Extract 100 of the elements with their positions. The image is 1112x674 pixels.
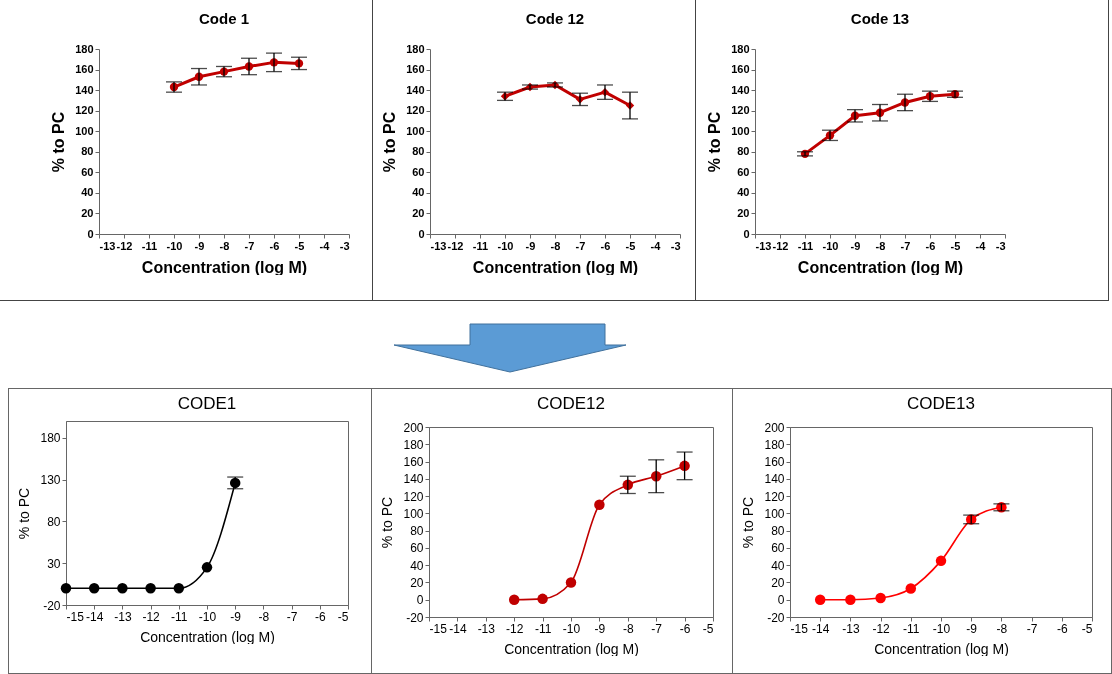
y-tick-label: 200 bbox=[764, 420, 785, 435]
y-tick-label: -20 bbox=[406, 610, 424, 625]
y-tick-label: 80 bbox=[412, 145, 425, 158]
y-tick-label: 20 bbox=[737, 206, 750, 219]
x-tick-label: -12 bbox=[116, 239, 133, 252]
chart-title: Code 12 bbox=[525, 10, 585, 27]
x-tick-label: -10 bbox=[198, 609, 217, 624]
y-tick-label: 160 bbox=[731, 63, 750, 76]
x-tick-label: -10 bbox=[822, 239, 839, 252]
x-tick-label: -4 bbox=[975, 239, 987, 252]
x-tick-label: -3 bbox=[339, 239, 350, 252]
y-tick-label: 0 bbox=[416, 593, 424, 608]
x-tick-label: -10 bbox=[562, 621, 581, 636]
x-tick-label: -9 bbox=[194, 239, 205, 252]
y-tick-label: 180 bbox=[40, 431, 61, 446]
x-tick-label: -14 bbox=[449, 621, 467, 636]
x-tick-label: -14 bbox=[86, 609, 104, 624]
x-tick-label: -13 bbox=[477, 621, 496, 636]
y-tick-label: 100 bbox=[731, 124, 750, 137]
x-tick-label: -5 bbox=[702, 621, 714, 636]
y-tick-label: 100 bbox=[75, 124, 94, 137]
x-tick-label: -7 bbox=[286, 609, 298, 624]
x-tick-label: -12 bbox=[447, 239, 464, 252]
y-tick-label: 140 bbox=[731, 83, 750, 96]
y-tick-label: 0 bbox=[777, 593, 785, 608]
x-tick-label: -8 bbox=[996, 621, 1008, 636]
y-axis-title: % to PC bbox=[16, 487, 33, 540]
x-tick-label: -13 bbox=[755, 239, 772, 252]
y-tick-label: 120 bbox=[406, 104, 425, 117]
x-tick-label: -11 bbox=[797, 239, 814, 252]
x-tick-label: -5 bbox=[337, 609, 349, 624]
y-tick-label: 80 bbox=[47, 514, 61, 529]
x-tick-label: -12 bbox=[772, 239, 789, 252]
y-tick-label: 60 bbox=[737, 165, 750, 178]
y-tick-label: 60 bbox=[410, 541, 424, 556]
x-tick-label: -15 bbox=[790, 621, 809, 636]
x-tick-label: -6 bbox=[1056, 621, 1068, 636]
x-tick-label: -9 bbox=[594, 621, 606, 636]
y-tick-label: 0 bbox=[418, 227, 425, 240]
x-tick-label: -8 bbox=[622, 621, 634, 636]
x-tick-label: -7 bbox=[1026, 621, 1038, 636]
y-tick-label: 100 bbox=[406, 124, 425, 137]
y-tick-label: 180 bbox=[406, 42, 425, 55]
x-tick-label: -11 bbox=[141, 239, 158, 252]
x-axis-title: Concentration (log M) bbox=[472, 258, 639, 276]
x-tick-label: -4 bbox=[650, 239, 662, 252]
x-tick-label: -13 bbox=[99, 239, 116, 252]
y-tick-label: 120 bbox=[75, 104, 94, 117]
y-tick-label: 130 bbox=[40, 473, 61, 488]
y-tick-label: 20 bbox=[771, 575, 785, 590]
y-tick-label: 40 bbox=[81, 186, 94, 199]
y-tick-label: 80 bbox=[771, 524, 785, 539]
y-tick-label: 180 bbox=[403, 437, 424, 452]
x-tick-label: -13 bbox=[430, 239, 447, 252]
y-tick-label: -20 bbox=[767, 610, 785, 625]
x-tick-label: -5 bbox=[1081, 621, 1093, 636]
y-tick-label: 180 bbox=[764, 437, 785, 452]
y-tick-label: 60 bbox=[412, 165, 425, 178]
y-tick-label: 160 bbox=[403, 455, 424, 470]
y-tick-label: 120 bbox=[764, 489, 785, 504]
y-tick-label: -20 bbox=[43, 598, 61, 613]
x-tick-label: -4 bbox=[319, 239, 331, 252]
x-tick-label: -13 bbox=[842, 621, 860, 636]
x-tick-label: -9 bbox=[525, 239, 536, 252]
y-tick-label: 160 bbox=[75, 63, 94, 76]
x-tick-label: -6 bbox=[679, 621, 691, 636]
x-tick-label: -10 bbox=[166, 239, 183, 252]
chart-title: Code 1 bbox=[198, 10, 250, 27]
x-tick-label: -10 bbox=[497, 239, 514, 252]
x-axis-title: Concentration (log M) bbox=[141, 258, 308, 276]
x-tick-label: -6 bbox=[600, 239, 611, 252]
y-tick-label: 80 bbox=[81, 145, 94, 158]
y-tick-label: 120 bbox=[403, 489, 424, 504]
y-axis-title: % to PC bbox=[706, 111, 724, 173]
chart-title: CODE13 bbox=[906, 394, 976, 413]
x-tick-label: -9 bbox=[230, 609, 242, 624]
x-axis-title: Concentration (log M) bbox=[874, 640, 1009, 657]
x-tick-label: -8 bbox=[875, 239, 886, 252]
x-tick-label: -10 bbox=[932, 621, 951, 636]
y-tick-label: 160 bbox=[764, 455, 785, 470]
y-tick-label: 180 bbox=[75, 42, 94, 55]
chart-title: CODE1 bbox=[177, 394, 237, 413]
x-tick-label: -7 bbox=[575, 239, 586, 252]
y-axis-title: % to PC bbox=[379, 496, 396, 549]
y-tick-label: 80 bbox=[737, 145, 750, 158]
x-tick-label: -8 bbox=[219, 239, 230, 252]
y-tick-label: 140 bbox=[764, 472, 785, 487]
y-tick-label: 140 bbox=[403, 472, 424, 487]
x-tick-label: -5 bbox=[294, 239, 305, 252]
x-tick-label: -6 bbox=[269, 239, 280, 252]
x-tick-label: -7 bbox=[244, 239, 255, 252]
y-axis-title: % to PC bbox=[740, 496, 757, 549]
y-tick-label: 20 bbox=[412, 206, 425, 219]
y-tick-label: 100 bbox=[764, 506, 785, 521]
y-tick-label: 140 bbox=[75, 83, 94, 96]
x-tick-label: -12 bbox=[872, 621, 891, 636]
chart-title: CODE12 bbox=[536, 394, 606, 413]
x-tick-label: -11 bbox=[534, 621, 552, 636]
y-axis-title: % to PC bbox=[50, 111, 68, 173]
y-tick-label: 20 bbox=[81, 206, 94, 219]
